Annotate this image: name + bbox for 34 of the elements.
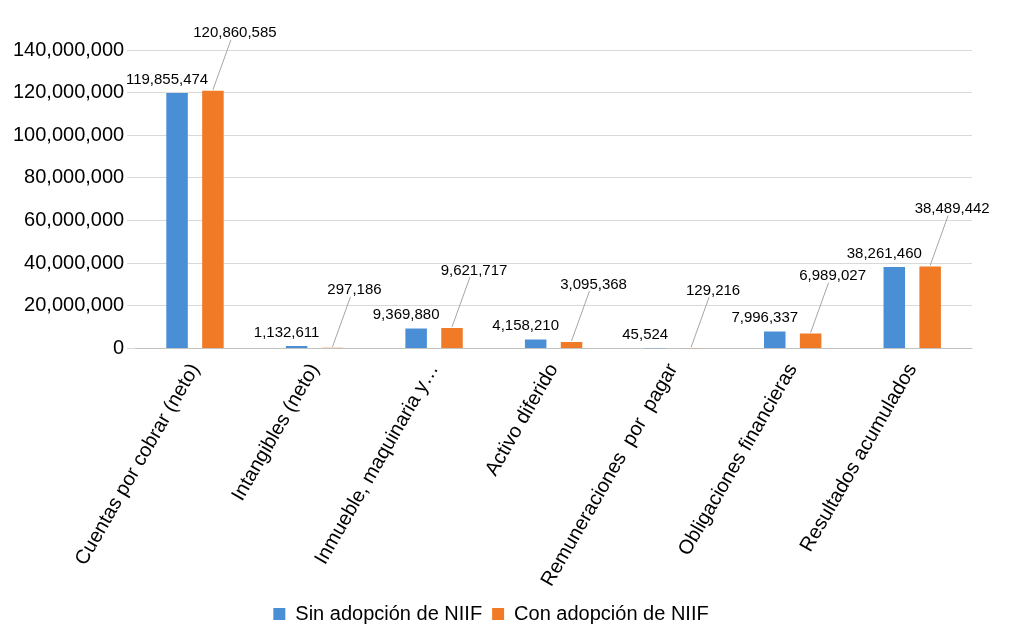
data-label: 4,158,210 (492, 316, 560, 334)
bar (202, 90, 224, 348)
data-label: 7,996,337 (731, 308, 799, 326)
y-tick-label: 0 (113, 336, 125, 358)
y-tick-label: 140,000,000 (12, 37, 125, 60)
bar (764, 331, 786, 348)
y-tick-label: 120,000,000 (12, 80, 125, 103)
bar (166, 92, 188, 348)
bar (799, 333, 822, 348)
data-label: 1,132,611 (253, 322, 320, 340)
y-tick-label: 40,000,000 (24, 250, 125, 273)
legend-label: Sin adopción de NIIF (295, 601, 483, 624)
bar (441, 327, 463, 348)
data-label: 38,489,442 (914, 199, 990, 217)
legend-label: Con adopción de NIIF (514, 601, 709, 624)
data-label: 119,855,474 (125, 69, 209, 87)
bar (405, 328, 427, 348)
data-label: 6,989,027 (799, 266, 866, 284)
bar (883, 266, 906, 348)
data-label: 3,095,368 (560, 274, 627, 292)
data-label: 45,524 (622, 325, 669, 343)
y-tick-label: 20,000,000 (24, 293, 125, 316)
data-label: 9,369,880 (372, 305, 440, 323)
bar (919, 266, 941, 348)
y-tick-label: 100,000,000 (12, 122, 125, 145)
data-label: 297,186 (327, 280, 382, 298)
bar (524, 339, 547, 348)
data-label: 129,216 (685, 280, 741, 298)
y-tick-label: 60,000,000 (24, 208, 125, 231)
bar (560, 341, 583, 348)
data-label: 38,261,460 (846, 243, 922, 261)
y-tick-label: 80,000,000 (24, 165, 125, 188)
data-label: 9,621,717 (440, 260, 508, 278)
data-label: 120,860,585 (193, 23, 277, 41)
